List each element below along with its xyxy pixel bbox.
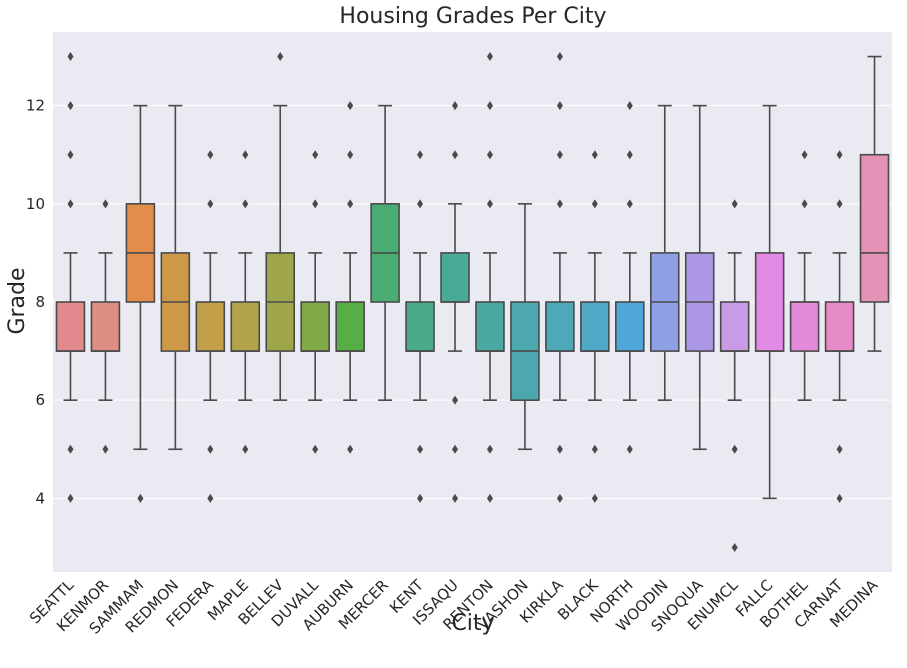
outlier-point [417, 199, 424, 209]
outlier-point [242, 150, 249, 160]
outlier-point [626, 444, 633, 454]
outlier-point [347, 444, 354, 454]
outlier-point [626, 199, 633, 209]
box [545, 301, 575, 352]
outlier-point [277, 52, 284, 62]
outlier-point [137, 493, 144, 503]
outlier-point [731, 542, 738, 552]
box [300, 301, 330, 352]
outlier-point [556, 199, 563, 209]
outlier-point [486, 444, 493, 454]
outlier-point [486, 52, 493, 62]
outlier-point [347, 150, 354, 160]
y-tick-label: 6 [35, 391, 45, 409]
outlier-point [556, 52, 563, 62]
outlier-point [626, 101, 633, 111]
outlier-point [801, 150, 808, 160]
outlier-point [591, 493, 598, 503]
outlier-point [626, 150, 633, 160]
y-tick-label: 4 [35, 489, 45, 507]
chart-title: Housing Grades Per City [339, 4, 606, 29]
outlier-point [486, 199, 493, 209]
outlier-point [242, 199, 249, 209]
box [615, 301, 645, 352]
box [55, 301, 86, 352]
box [230, 301, 261, 352]
outlier-point [417, 150, 424, 160]
outlier-point [67, 52, 74, 62]
outlier-point [452, 444, 459, 454]
y-tick-label: 8 [35, 293, 45, 311]
outlier-point [102, 444, 109, 454]
box [824, 301, 855, 352]
y-tick-label: 12 [26, 97, 45, 115]
outlier-point [67, 493, 74, 503]
box [440, 252, 470, 303]
x-axis-label: City [451, 611, 494, 636]
box [580, 301, 610, 352]
outlier-point [452, 150, 459, 160]
outlier-point [312, 150, 319, 160]
plot-area: 4681012SEATTLKENMORSAMMAMREDMONFEDERAMAP… [26, 32, 892, 638]
box [789, 301, 820, 352]
box [335, 301, 365, 352]
box [719, 301, 750, 352]
box [859, 153, 890, 303]
outlier-point [312, 444, 319, 454]
outlier-point [836, 444, 843, 454]
outlier-point [486, 101, 493, 111]
y-axis-label: Grade [5, 267, 30, 334]
outlier-point [417, 444, 424, 454]
outlier-point [556, 101, 563, 111]
outlier-point [67, 101, 74, 111]
outlier-point [836, 199, 843, 209]
outlier-point [801, 199, 808, 209]
outlier-point [347, 101, 354, 111]
box [754, 252, 785, 352]
outlier-point [486, 150, 493, 160]
outlier-point [242, 444, 249, 454]
outlier-point [67, 199, 74, 209]
outlier-point [556, 150, 563, 160]
outlier-point [67, 444, 74, 454]
outlier-point [731, 444, 738, 454]
outlier-point [486, 493, 493, 503]
outlier-point [591, 444, 598, 454]
outlier-point [591, 199, 598, 209]
outlier-point [312, 199, 319, 209]
outlier-point [207, 199, 214, 209]
outlier-point [556, 444, 563, 454]
outlier-point [556, 493, 563, 503]
outlier-point [207, 493, 214, 503]
box [90, 301, 121, 352]
outlier-point [836, 150, 843, 160]
outlier-point [452, 101, 459, 111]
box [195, 301, 226, 352]
outlier-point [207, 444, 214, 454]
outlier-point [452, 493, 459, 503]
box [475, 301, 505, 352]
outlier-point [102, 199, 109, 209]
y-tick-label: 10 [26, 195, 45, 213]
box [405, 301, 435, 352]
outlier-point [836, 493, 843, 503]
outlier-point [347, 199, 354, 209]
outlier-point [207, 150, 214, 160]
outlier-point [452, 395, 459, 405]
outlier-point [417, 493, 424, 503]
outlier-point [731, 199, 738, 209]
outlier-point [67, 150, 74, 160]
outlier-point [591, 150, 598, 160]
